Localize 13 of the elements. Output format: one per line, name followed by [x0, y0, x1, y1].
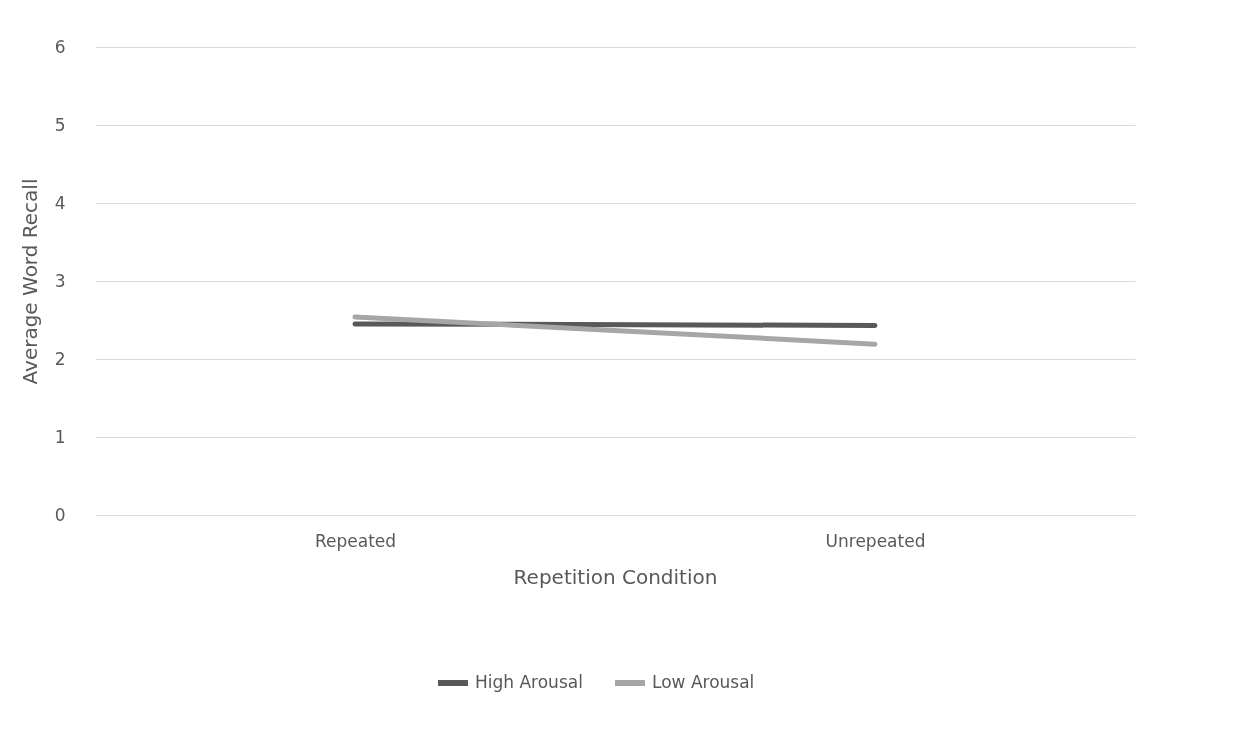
y-axis-title: Average Word Recall: [17, 178, 42, 385]
x-tick-label: Repeated: [314, 530, 397, 551]
y-tick-label: 6: [54, 36, 66, 57]
x-tick-label: Unrepeated: [825, 530, 926, 551]
legend-label: Low Arousal: [652, 672, 755, 692]
y-tick-label: 2: [54, 348, 66, 369]
y-tick-label: 5: [54, 114, 66, 135]
y-tick-label: 1: [54, 426, 66, 447]
y-tick-label: 4: [54, 192, 66, 213]
y-tick-label: 0: [54, 504, 66, 525]
y-tick-label: 3: [54, 270, 66, 291]
x-axis-title: Repetition Condition: [513, 564, 718, 589]
legend-label: High Arousal: [475, 672, 583, 692]
